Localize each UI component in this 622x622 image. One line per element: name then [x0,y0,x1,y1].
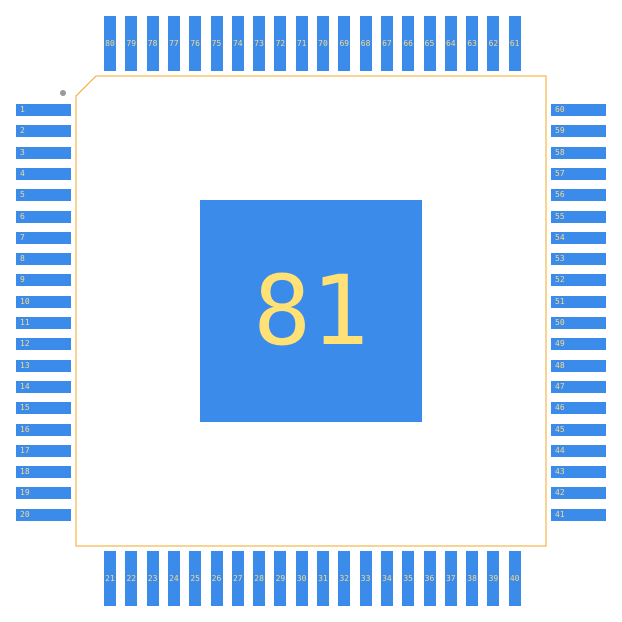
pin-77: 77 [168,16,180,71]
pin-68: 68 [360,16,372,71]
pin-1: 1 [16,104,71,116]
pin-4: 4 [16,168,71,180]
pin-63: 63 [466,16,478,71]
pin-5: 5 [16,189,71,201]
pin-69: 69 [338,16,350,71]
pin-18: 18 [16,466,71,478]
pin-34: 34 [381,551,393,606]
pin-35: 35 [402,551,414,606]
pin-66: 66 [402,16,414,71]
pin-51: 51 [551,296,606,308]
pin-38: 38 [466,551,478,606]
pin-24: 24 [168,551,180,606]
pin-28: 28 [253,551,265,606]
pin-48: 48 [551,360,606,372]
pin-59: 59 [551,125,606,137]
pin-50: 50 [551,317,606,329]
pin-56: 56 [551,189,606,201]
pin-27: 27 [232,551,244,606]
pin-78: 78 [147,16,159,71]
pin-70: 70 [317,16,329,71]
pin-30: 30 [296,551,308,606]
pin-23: 23 [147,551,159,606]
pin-75: 75 [211,16,223,71]
pin-2: 2 [16,125,71,137]
pin-52: 52 [551,274,606,286]
pin-39: 39 [487,551,499,606]
pin-8: 8 [16,253,71,265]
pin-43: 43 [551,466,606,478]
pin-33: 33 [360,551,372,606]
pin-76: 76 [189,16,201,71]
pin-36: 36 [424,551,436,606]
pin-65: 65 [424,16,436,71]
pin-7: 7 [16,232,71,244]
pin-64: 64 [445,16,457,71]
pin-72: 72 [274,16,286,71]
pin-37: 37 [445,551,457,606]
pin-25: 25 [189,551,201,606]
pin-41: 41 [551,509,606,521]
pin-44: 44 [551,445,606,457]
pin-17: 17 [16,445,71,457]
pin-62: 62 [487,16,499,71]
pin-54: 54 [551,232,606,244]
pin-29: 29 [274,551,286,606]
pin-12: 12 [16,338,71,350]
pin-74: 74 [232,16,244,71]
pin-16: 16 [16,424,71,436]
pin-42: 42 [551,487,606,499]
pin-57: 57 [551,168,606,180]
pin1-indicator-dot [60,90,66,96]
pin-67: 67 [381,16,393,71]
pin-15: 15 [16,402,71,414]
pin-31: 31 [317,551,329,606]
pin-53: 53 [551,253,606,265]
pin-47: 47 [551,381,606,393]
pin-26: 26 [211,551,223,606]
pin-21: 21 [104,551,116,606]
pin-3: 3 [16,147,71,159]
pin-73: 73 [253,16,265,71]
center-thermal-pad: 81 [200,200,422,422]
pin-49: 49 [551,338,606,350]
pin-20: 20 [16,509,71,521]
pin-80: 80 [104,16,116,71]
pin-79: 79 [125,16,137,71]
pin-6: 6 [16,211,71,223]
pin-45: 45 [551,424,606,436]
pin-58: 58 [551,147,606,159]
pin-19: 19 [16,487,71,499]
pin-13: 13 [16,360,71,372]
pin-55: 55 [551,211,606,223]
pin-61: 61 [509,16,521,71]
pin-46: 46 [551,402,606,414]
pin-22: 22 [125,551,137,606]
pin-9: 9 [16,274,71,286]
pin-40: 40 [509,551,521,606]
pin-11: 11 [16,317,71,329]
pin-14: 14 [16,381,71,393]
center-pad-number: 81 [253,255,369,367]
pin-71: 71 [296,16,308,71]
pin-10: 10 [16,296,71,308]
pin-32: 32 [338,551,350,606]
pin-60: 60 [551,104,606,116]
